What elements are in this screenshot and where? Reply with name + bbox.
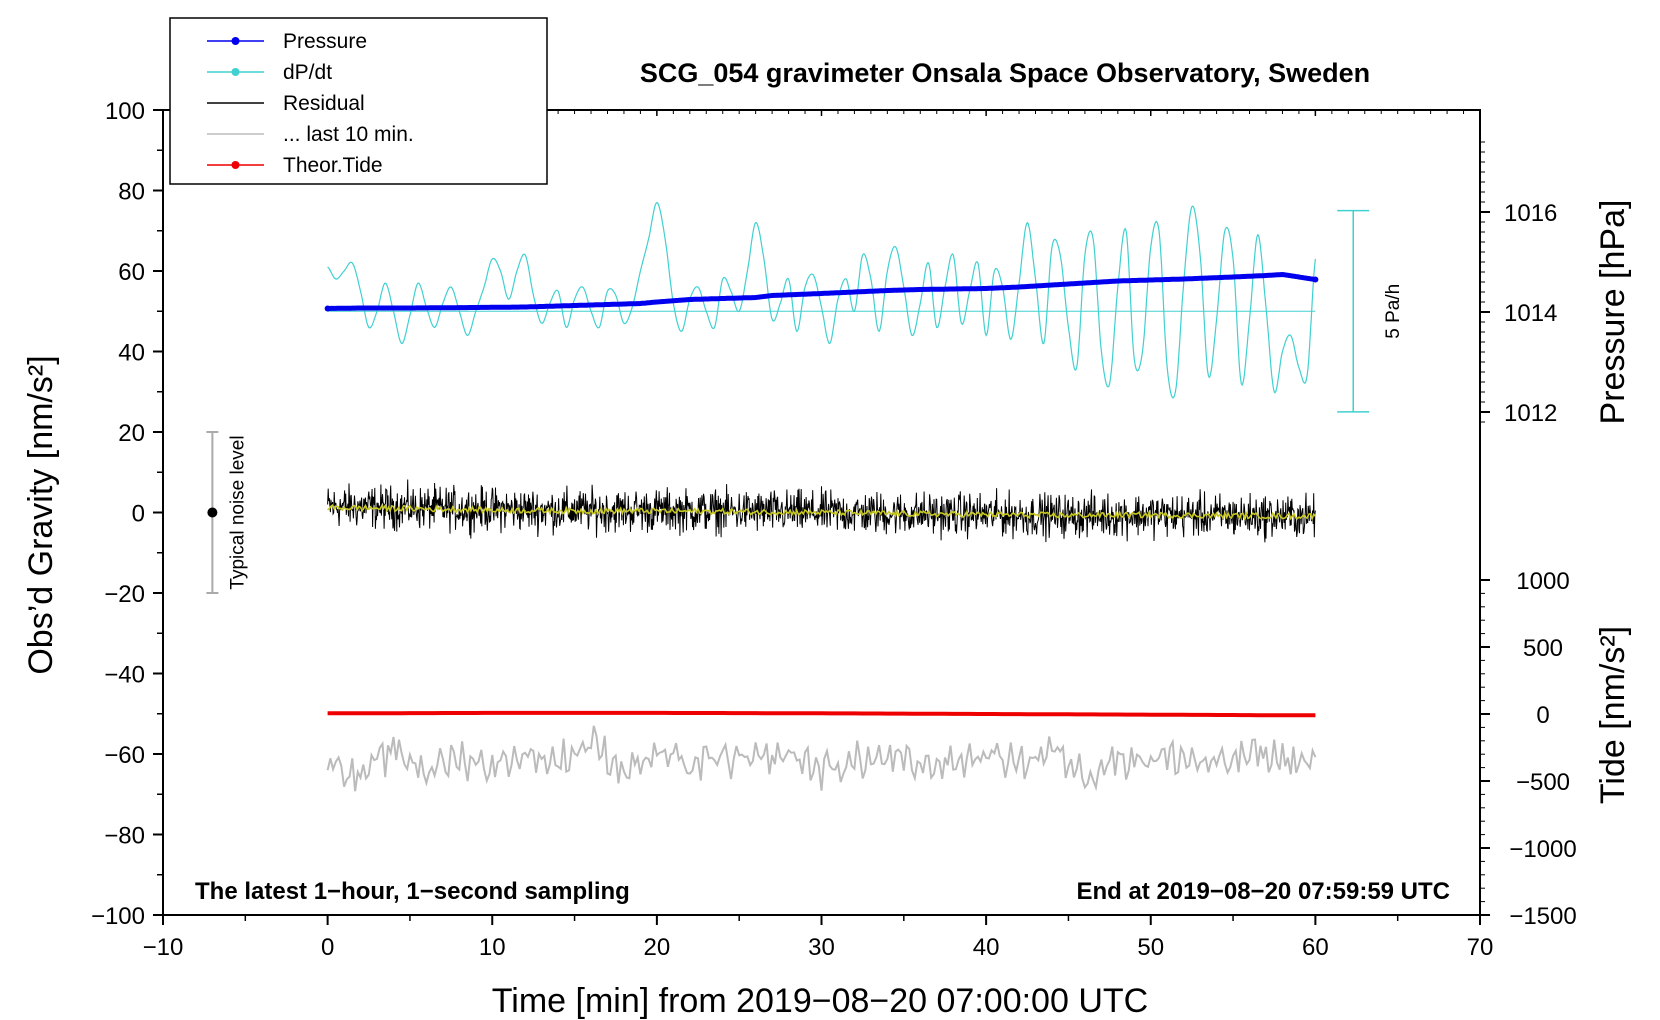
y-tide-tick-label: −1000 (1509, 836, 1576, 863)
x-tick-label: 20 (644, 934, 671, 961)
legend-marker-1 (231, 68, 240, 76)
theor-tide-line (327, 710, 1316, 718)
legend-label-4: Theor.Tide (283, 154, 383, 177)
pressure-line (327, 271, 1316, 311)
y-axis-title-tide: Tide [nm/s²] (1594, 626, 1632, 804)
legend-label-1: dP/dt (283, 61, 332, 84)
y-left-tick-label: 80 (118, 179, 145, 206)
residual-filtered-line (327, 503, 1317, 522)
legend-marker-4 (231, 161, 240, 169)
y-tide-tick-label: −500 (1516, 769, 1570, 796)
note-sampling: The latest 1−hour, 1−second sampling (195, 878, 630, 905)
legend-marker-0 (231, 37, 240, 45)
pressure-start-marker (324, 305, 331, 312)
annotation-layer: Typical noise level 5 Pa/h (206, 209, 1404, 594)
dpdt-scale-label: 5 Pa/h (1383, 284, 1404, 339)
y-left-tick-label: −40 (104, 662, 145, 689)
legend: Pressure dP/dt Residual ... last 10 min. The… (169, 17, 548, 185)
y-left-tick-label: 20 (118, 420, 145, 447)
x-tick-label: −10 (143, 934, 184, 961)
y-left-tick-label: 0 (132, 501, 145, 528)
x-tick-label: 40 (973, 934, 1000, 961)
y-left-tick-label: −60 (104, 742, 145, 769)
x-tick-label: 10 (479, 934, 506, 961)
x-tick-label: 30 (808, 934, 835, 961)
y-left-tick-label: 40 (118, 340, 145, 367)
last-10-min-line (326, 725, 1317, 792)
y-left-tick-label: 100 (105, 98, 145, 125)
y-left-tick-label: −80 (104, 823, 145, 850)
y-left-tick-label: 60 (118, 259, 145, 286)
y-left-tick-label: −20 (104, 581, 145, 608)
x-tick-label: 0 (321, 934, 334, 961)
ticks-layer: −10 0 10 20 30 40 50 60 70−100−80−60−40−20020406… (91, 98, 1577, 961)
x-tick-label: 70 (1467, 934, 1494, 961)
y-tide-tick-label: 500 (1523, 635, 1563, 662)
chart-title: SCG_054 gravimeter Onsala Space Observat… (640, 58, 1370, 88)
legend-box (169, 17, 548, 185)
series-layer (324, 201, 1319, 792)
legend-label-3: ... last 10 min. (283, 123, 414, 146)
y-pressure-tick-label: 1014 (1504, 300, 1557, 327)
noise-bar-center (207, 507, 218, 518)
y-axis-title-left: Obs’d Gravity [nm/s²] (22, 355, 60, 674)
dpdt-line (327, 201, 1316, 399)
legend-label-2: Residual (283, 92, 365, 115)
y-tide-tick-label: 0 (1536, 702, 1549, 729)
y-axis-title-pressure: Pressure [hPa] (1594, 200, 1632, 425)
x-tick-label: 60 (1302, 934, 1329, 961)
noise-bar-label: Typical noise level (227, 435, 248, 589)
x-tick-label: 50 (1137, 934, 1164, 961)
residual-line (327, 479, 1316, 543)
pressure-end-marker (1312, 276, 1319, 283)
legend-label-0: Pressure (283, 30, 367, 53)
y-pressure-tick-label: 1012 (1504, 400, 1557, 427)
y-tide-tick-label: −1500 (1509, 903, 1576, 930)
note-end-time: End at 2019−08−20 07:59:59 UTC (1076, 878, 1450, 905)
y-pressure-tick-label: 1016 (1504, 200, 1557, 227)
y-left-tick-label: −100 (91, 903, 145, 930)
y-tide-tick-label: 1000 (1516, 568, 1569, 595)
x-axis-title: Time [min] from 2019−08−20 07:00:00 UTC (492, 982, 1148, 1020)
